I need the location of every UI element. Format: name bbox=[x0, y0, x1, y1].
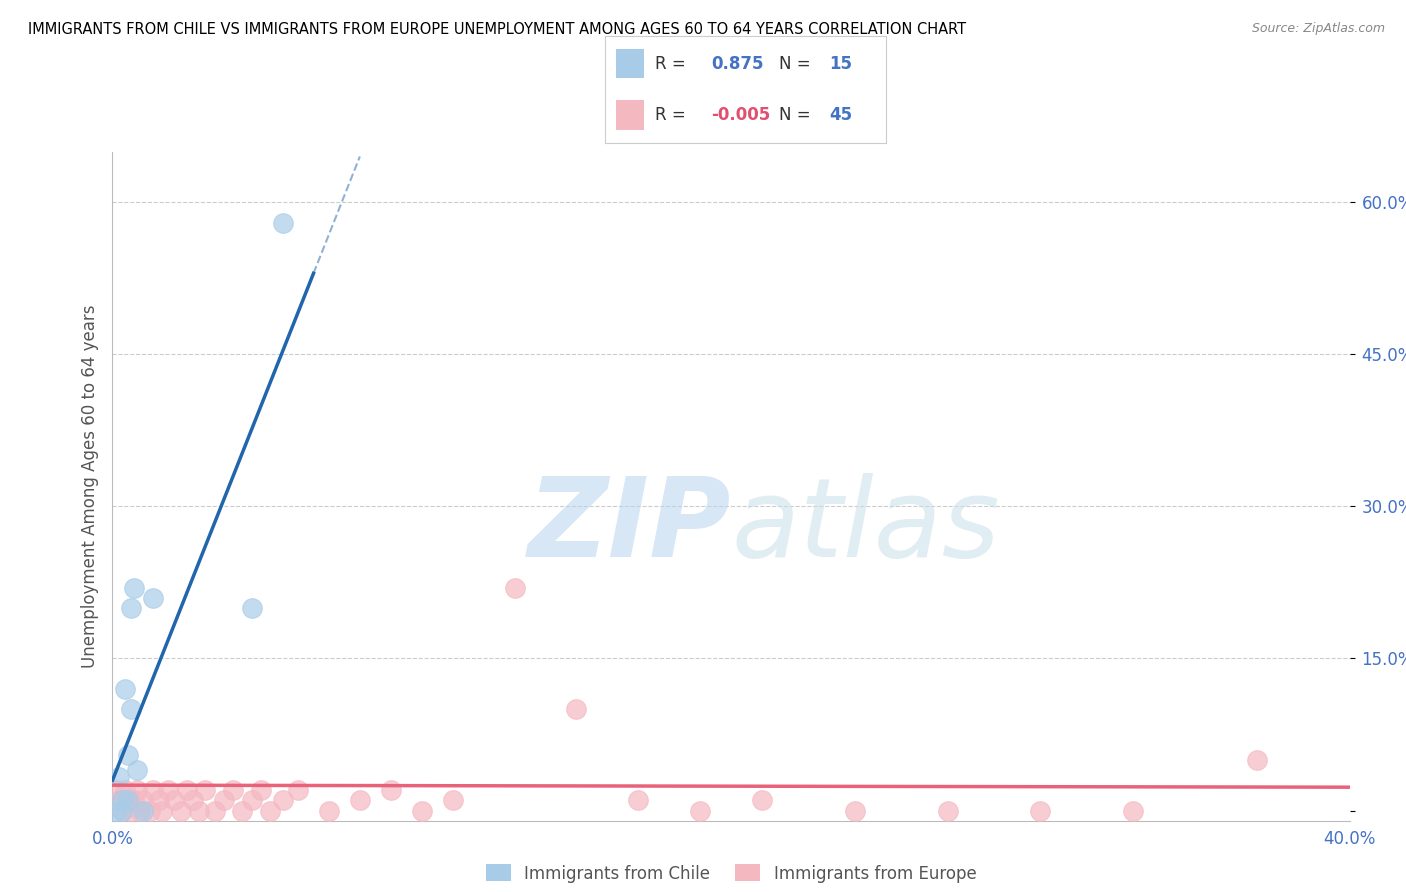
Point bbox=[107, 793, 129, 807]
Point bbox=[111, 793, 134, 807]
Point bbox=[111, 804, 134, 818]
Point bbox=[104, 804, 127, 818]
Text: -0.005: -0.005 bbox=[711, 106, 770, 124]
Text: R =: R = bbox=[655, 106, 692, 124]
Point bbox=[222, 783, 245, 797]
Text: Source: ZipAtlas.com: Source: ZipAtlas.com bbox=[1251, 22, 1385, 36]
Point bbox=[148, 793, 170, 807]
Text: N =: N = bbox=[779, 54, 815, 72]
Point bbox=[689, 804, 711, 818]
FancyBboxPatch shape bbox=[616, 48, 644, 78]
Point bbox=[169, 804, 191, 818]
Point bbox=[240, 793, 263, 807]
Y-axis label: Unemployment Among Ages 60 to 64 years: Unemployment Among Ages 60 to 64 years bbox=[80, 304, 98, 668]
Point bbox=[1246, 753, 1268, 767]
Point bbox=[176, 783, 198, 797]
Text: 15: 15 bbox=[830, 54, 852, 72]
Text: N =: N = bbox=[779, 106, 815, 124]
Point bbox=[138, 804, 160, 818]
Point bbox=[411, 804, 433, 818]
Point bbox=[188, 804, 211, 818]
Text: IMMIGRANTS FROM CHILE VS IMMIGRANTS FROM EUROPE UNEMPLOYMENT AMONG AGES 60 TO 64: IMMIGRANTS FROM CHILE VS IMMIGRANTS FROM… bbox=[28, 22, 966, 37]
Text: atlas: atlas bbox=[731, 473, 1000, 580]
Point bbox=[204, 804, 226, 818]
Text: R =: R = bbox=[655, 54, 692, 72]
Point bbox=[751, 793, 773, 807]
Point bbox=[565, 702, 588, 716]
Point bbox=[271, 216, 294, 230]
Point bbox=[117, 793, 139, 807]
Point bbox=[132, 804, 155, 818]
Point bbox=[212, 793, 235, 807]
Point bbox=[380, 783, 402, 797]
Point bbox=[1029, 804, 1052, 818]
Point bbox=[157, 783, 180, 797]
Point bbox=[1122, 804, 1144, 818]
Point bbox=[111, 804, 134, 818]
Point bbox=[194, 783, 217, 797]
Text: ZIP: ZIP bbox=[527, 473, 731, 580]
Text: 45: 45 bbox=[830, 106, 852, 124]
Point bbox=[120, 702, 142, 716]
Point bbox=[150, 804, 173, 818]
Point bbox=[503, 581, 526, 595]
Point bbox=[240, 600, 263, 615]
Point bbox=[163, 793, 186, 807]
Point bbox=[120, 804, 142, 818]
Point bbox=[181, 793, 204, 807]
Point bbox=[132, 793, 155, 807]
Point bbox=[129, 804, 152, 818]
Point bbox=[107, 770, 129, 784]
Point bbox=[318, 804, 340, 818]
Point bbox=[117, 793, 139, 807]
Point bbox=[142, 591, 165, 605]
Point bbox=[114, 783, 136, 797]
Point bbox=[441, 793, 464, 807]
Point bbox=[250, 783, 273, 797]
Point bbox=[142, 783, 165, 797]
Point bbox=[349, 793, 371, 807]
Point bbox=[117, 747, 139, 762]
Point bbox=[127, 783, 149, 797]
Point bbox=[844, 804, 866, 818]
Point bbox=[127, 763, 149, 777]
Point bbox=[122, 581, 145, 595]
Point bbox=[122, 793, 145, 807]
FancyBboxPatch shape bbox=[616, 100, 644, 130]
Point bbox=[259, 804, 281, 818]
Legend: Immigrants from Chile, Immigrants from Europe: Immigrants from Chile, Immigrants from E… bbox=[479, 858, 983, 889]
Text: 0.875: 0.875 bbox=[711, 54, 763, 72]
Point bbox=[120, 600, 142, 615]
Point bbox=[287, 783, 309, 797]
Point bbox=[936, 804, 959, 818]
Point bbox=[114, 681, 136, 696]
Point bbox=[231, 804, 253, 818]
Point bbox=[104, 783, 127, 797]
Point bbox=[271, 793, 294, 807]
Point bbox=[627, 793, 650, 807]
